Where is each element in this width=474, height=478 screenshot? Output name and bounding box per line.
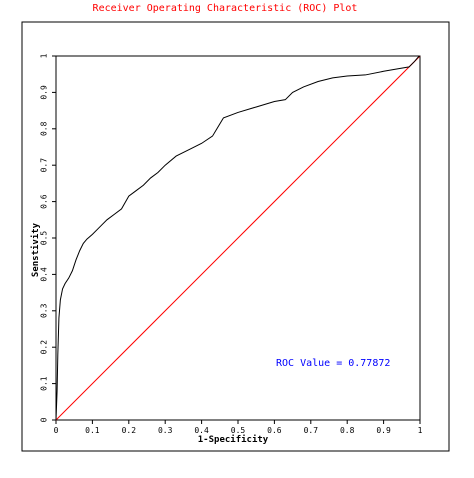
x-axis-ticks: 0 0.1 0.2 0.3 0.4 0.5 0.6 0.7 0.8 0.9 1 xyxy=(54,420,423,435)
y-tick-label: 0 xyxy=(40,417,49,422)
x-tick-label: 0.5 xyxy=(231,426,246,435)
x-tick-label: 0.8 xyxy=(340,426,355,435)
y-tick-label: 0.3 xyxy=(40,303,49,318)
roc-value-annotation: ROC Value = 0.77872 xyxy=(276,358,390,369)
y-tick-label: 0.5 xyxy=(40,231,49,246)
x-tick-label: 0.4 xyxy=(194,426,209,435)
y-tick-label: 1 xyxy=(40,53,49,58)
x-tick-label: 0.2 xyxy=(122,426,137,435)
y-tick-label: 0.2 xyxy=(40,340,49,355)
x-tick-label: 0 xyxy=(54,426,59,435)
y-tick-label: 0.1 xyxy=(40,376,49,391)
chart-title: Receiver Operating Characteristic (ROC) … xyxy=(93,3,358,14)
y-tick-label: 0.8 xyxy=(40,121,49,136)
x-tick-label: 0.7 xyxy=(304,426,319,435)
reference-diagonal-line xyxy=(55,55,421,421)
x-tick-label: 1 xyxy=(418,426,423,435)
x-tick-label: 0.3 xyxy=(158,426,173,435)
y-axis-ticks: 0 0.1 0.2 0.3 0.4 0.5 0.6 0.7 0.8 0.9 1 xyxy=(40,53,56,422)
y-axis-title: Senstivity xyxy=(30,222,41,277)
x-tick-label: 0.1 xyxy=(85,426,100,435)
y-tick-label: 0.4 xyxy=(40,267,49,282)
outer-frame xyxy=(21,21,450,452)
x-axis-title: 1-Specificity xyxy=(198,434,269,445)
x-tick-label: 0.6 xyxy=(267,426,282,435)
y-tick-label: 0.7 xyxy=(40,158,49,173)
roc-curve-line xyxy=(55,55,421,421)
y-tick-label: 0.9 xyxy=(40,85,49,100)
y-tick-label: 0.6 xyxy=(40,194,49,209)
x-tick-label: 0.9 xyxy=(376,426,391,435)
